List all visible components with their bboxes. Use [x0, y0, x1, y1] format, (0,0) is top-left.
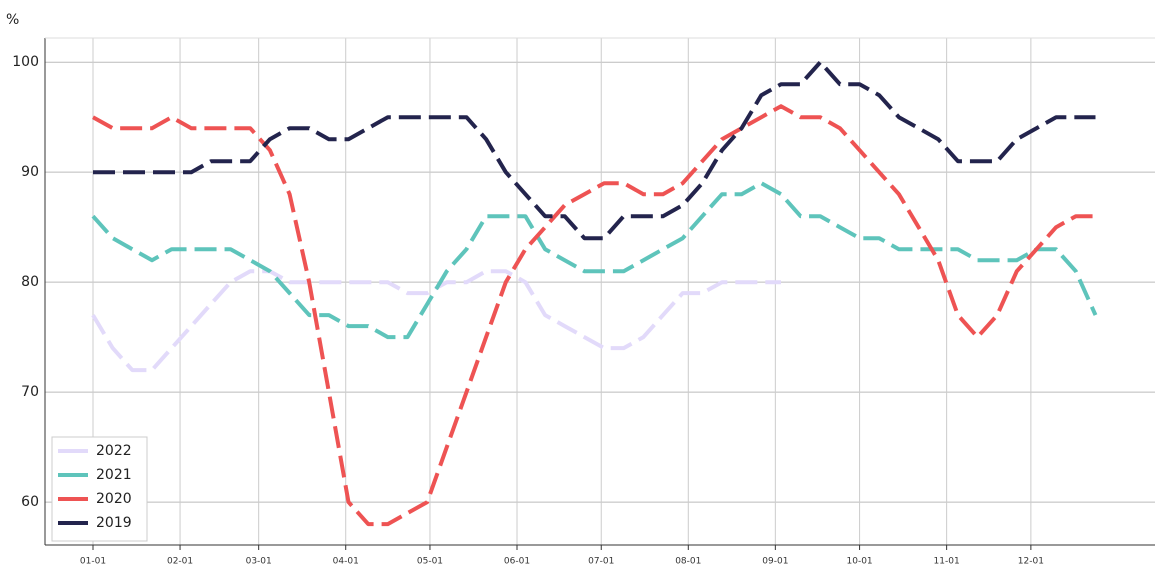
series-line: [92, 104, 1096, 527]
y-axis-label: %: [6, 12, 19, 28]
legend-label: 2019: [96, 515, 132, 531]
y-tick-label: 70: [21, 384, 39, 400]
x-tick-label: 03-01: [246, 557, 272, 567]
legend-label: 2020: [96, 491, 132, 507]
legend-label: 2021: [96, 467, 132, 483]
legend-label: 2022: [96, 443, 132, 459]
series-line: [93, 60, 1096, 241]
y-tick-label: 90: [21, 164, 39, 180]
x-tick-label: 12-01: [1018, 557, 1044, 567]
y-tick-label: 100: [12, 54, 39, 70]
x-tick-label: 11-01: [934, 557, 960, 567]
x-tick-label: 08-01: [675, 557, 701, 567]
x-tick-label: 01-01: [80, 557, 106, 567]
x-tick-label: 07-01: [588, 557, 614, 567]
y-tick-label: 80: [21, 274, 39, 290]
x-tick-label: 10-01: [847, 557, 873, 567]
series-line: [91, 181, 1098, 340]
x-tick-label: 05-01: [417, 557, 443, 567]
y-tick-label: 60: [21, 494, 39, 510]
x-tick-label: 02-01: [167, 557, 193, 567]
x-tick-label: 06-01: [504, 557, 530, 567]
x-tick-label: 04-01: [333, 557, 359, 567]
x-tick-label: 09-01: [762, 557, 788, 567]
